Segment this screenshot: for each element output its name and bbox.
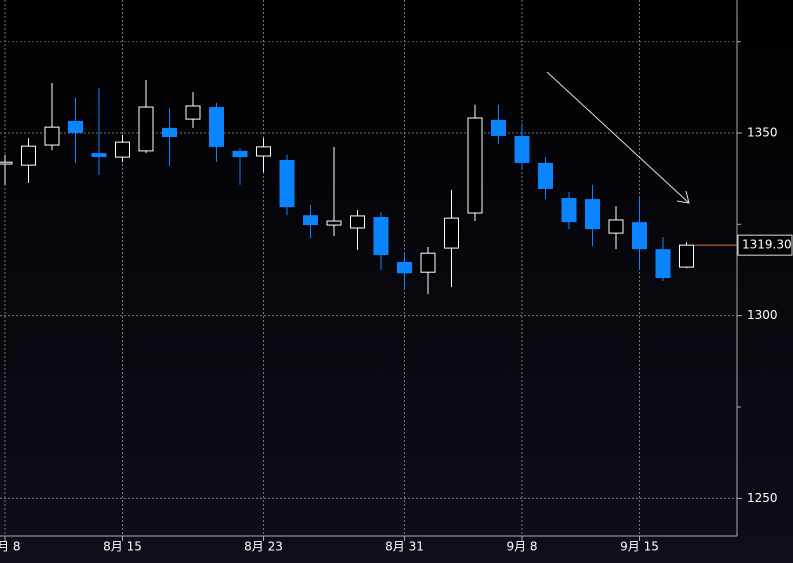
candle-body [350,215,365,229]
candle-body [538,162,553,189]
x-tick-label: 8月 23 [244,540,283,554]
x-tick-label: 9月 8 [506,540,537,554]
candle-body [232,150,248,158]
x-tick-label: 8月 31 [385,540,424,554]
candle-body [209,107,224,147]
candle-body [467,117,483,214]
candle-body [679,244,694,268]
x-tick-label: 8月 8 [0,540,21,554]
last-price-box [737,234,793,256]
candle-body [655,249,671,279]
candle-body [491,119,506,136]
candle-body [91,153,107,158]
candle-body [632,222,647,250]
x-tick-label: 8月 15 [103,540,142,554]
y-tick-label: 1300 [747,308,778,322]
candle-body [444,217,459,249]
candle-body [21,145,36,166]
candle-body [397,261,412,274]
x-tick-label: 9月 15 [620,540,659,554]
candle-body [115,141,130,158]
candle-body [373,217,389,256]
candle-body [561,198,577,223]
candle-body [585,199,600,230]
y-tick-label: 1250 [747,491,778,505]
plot: 1250 1300 1350 8月 8 8月 15 8月 23 8月 31 9月 8 9月 15 [0,0,778,554]
candle-body [68,120,83,133]
candle-body [185,105,201,120]
candle-body [279,160,295,208]
candle-body [0,161,13,165]
arrow-head [676,190,690,204]
trend-arrow [546,71,690,204]
candle-body [303,215,318,226]
candle-body [162,127,177,138]
last-price-label: 1319.30 [742,238,792,252]
candle-body [326,220,342,226]
y-tick-label: 1350 [747,125,778,139]
candle-body [420,252,436,273]
candle-body [256,146,271,157]
candle-body [138,106,154,152]
candle-body [44,126,60,146]
candle-body [608,219,624,234]
candle-body [514,135,530,163]
